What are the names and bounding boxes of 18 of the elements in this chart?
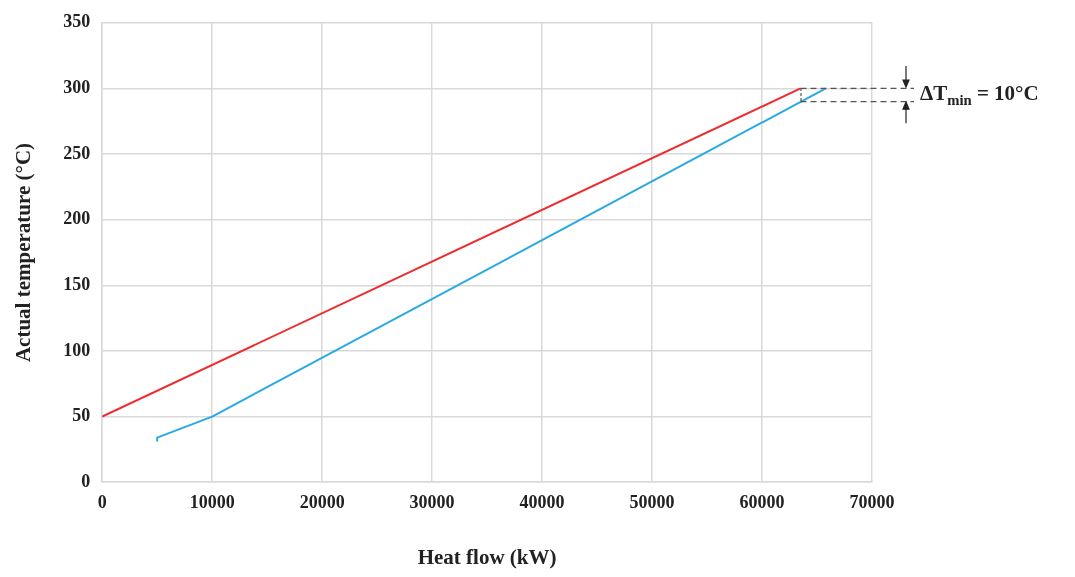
x-tick-label: 0 bbox=[97, 491, 107, 512]
x-axis-title: Heat flow (kW) bbox=[417, 544, 557, 569]
x-tick-label: 20000 bbox=[299, 491, 345, 512]
x-tick-label: 40000 bbox=[519, 491, 565, 512]
x-tick-label: 60000 bbox=[739, 491, 785, 512]
x-tick-label: 70000 bbox=[849, 491, 895, 512]
y-tick-label: 150 bbox=[63, 273, 91, 294]
x-tick-label: 10000 bbox=[189, 491, 235, 512]
y-tick-label: 300 bbox=[63, 77, 91, 98]
y-tick-label: 250 bbox=[63, 142, 91, 163]
x-tick-label: 50000 bbox=[629, 491, 675, 512]
y-tick-label: 200 bbox=[63, 208, 91, 229]
y-tick-label: 100 bbox=[63, 339, 91, 360]
y-tick-label: 0 bbox=[81, 470, 91, 491]
y-tick-label: 350 bbox=[63, 11, 91, 32]
y-tick-label: 50 bbox=[72, 405, 91, 426]
y-axis-title: Actual temperature (°C) bbox=[11, 142, 36, 363]
x-tick-label: 30000 bbox=[409, 491, 455, 512]
